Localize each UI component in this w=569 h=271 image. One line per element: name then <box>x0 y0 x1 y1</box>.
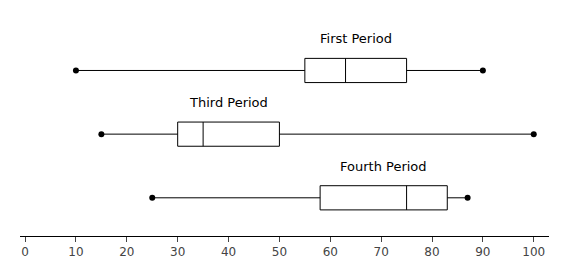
svg-text:70: 70 <box>373 245 388 259</box>
svg-text:80: 80 <box>424 245 439 259</box>
svg-text:30: 30 <box>170 245 185 259</box>
svg-text:60: 60 <box>323 245 338 259</box>
svg-text:20: 20 <box>119 245 134 259</box>
svg-text:40: 40 <box>221 245 236 259</box>
svg-text:90: 90 <box>475 245 490 259</box>
svg-text:0: 0 <box>21 245 29 259</box>
svg-text:10: 10 <box>68 245 83 259</box>
svg-text:50: 50 <box>272 245 287 259</box>
svg-text:Third Period: Third Period <box>189 95 268 110</box>
svg-text:Fourth Period: Fourth Period <box>340 159 427 174</box>
svg-text:100: 100 <box>522 245 545 259</box>
svg-text:First Period: First Period <box>320 31 392 46</box>
